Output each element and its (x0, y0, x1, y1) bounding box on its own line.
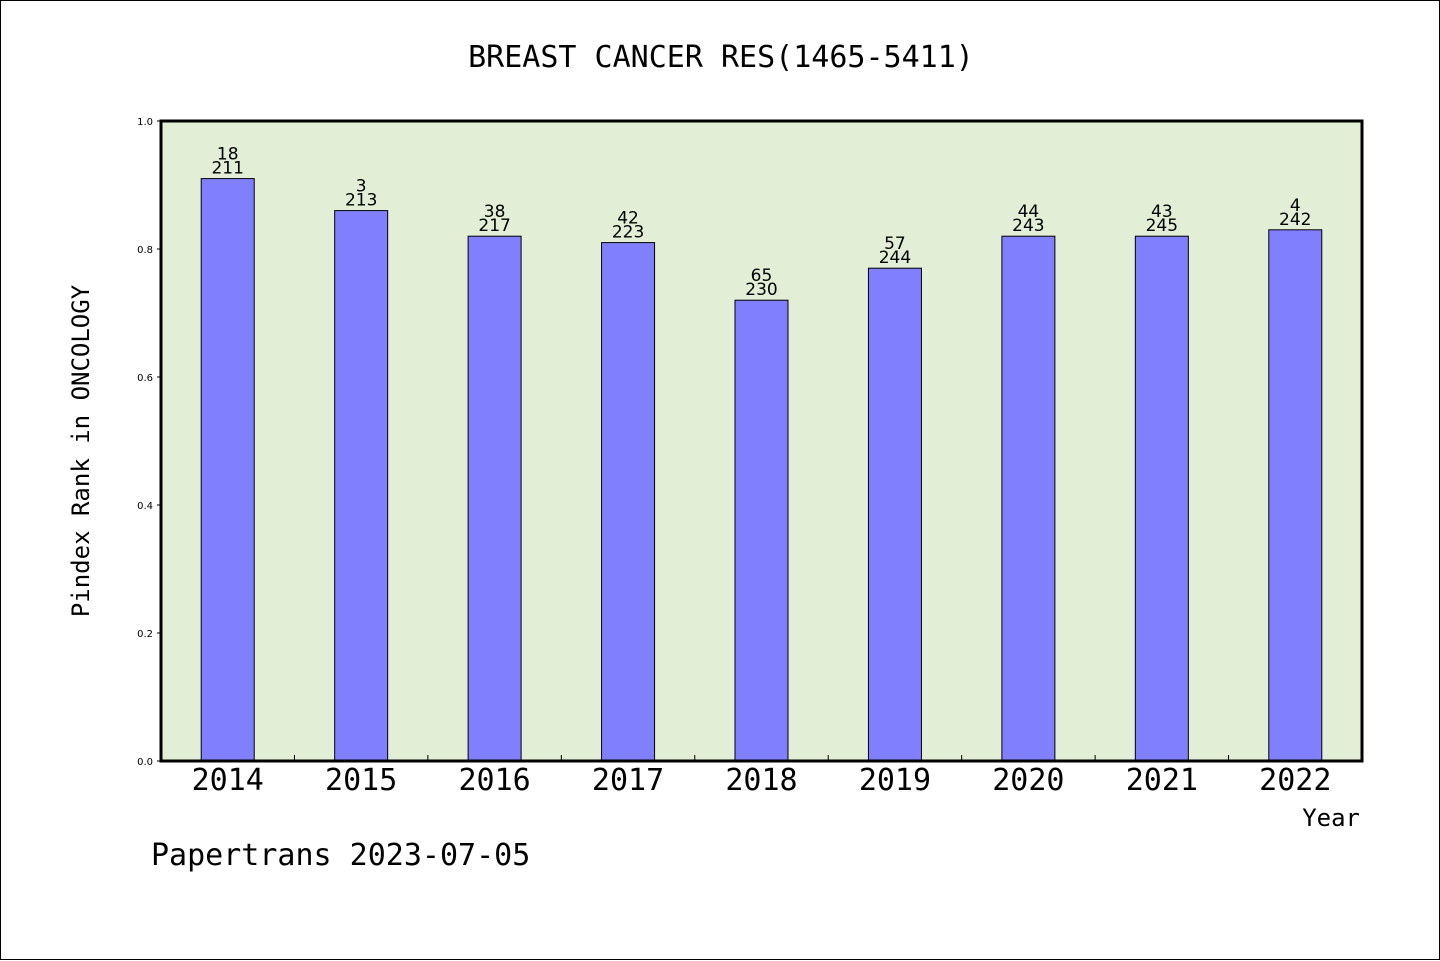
chart-title: BREAST CANCER RES(1465-5411) (468, 40, 974, 75)
bar-total-label: 223 (612, 223, 644, 243)
y-tick-label: 0.8 (137, 245, 153, 256)
x-tick-label: 2016 (458, 763, 530, 798)
bar (1001, 235, 1056, 762)
bar-rank-label: 4 (1290, 196, 1301, 216)
y-axis-label: Pindex Rank in ONCOLOGY (67, 284, 95, 617)
y-tick-label: 1.0 (137, 117, 153, 128)
bar-total-label: 243 (1012, 216, 1044, 236)
x-tick-label: 2019 (859, 763, 931, 798)
bar-rank-label: 42 (617, 209, 639, 229)
bar-rank-label: 44 (1018, 202, 1040, 222)
x-tick-label: 2021 (1126, 763, 1198, 798)
bar (334, 210, 389, 762)
bar-total-label: 244 (879, 248, 911, 268)
x-tick-label: 2018 (725, 763, 797, 798)
bar (1268, 229, 1323, 762)
bar-total-label: 217 (478, 216, 510, 236)
bar-total-label: 230 (745, 280, 777, 300)
x-tick-label: 2015 (325, 763, 397, 798)
y-tick-label: 0.2 (137, 629, 153, 640)
bar-total-label: 213 (345, 191, 377, 211)
bar-rank-label: 57 (884, 234, 906, 254)
x-axis-label: Year (1302, 804, 1360, 832)
x-tick-label: 2022 (1259, 763, 1331, 798)
bar-rank-label: 3 (356, 177, 367, 197)
footer-text: Papertrans 2023-07-05 (151, 838, 530, 873)
bar (1134, 235, 1189, 762)
bar (734, 299, 789, 762)
bar (601, 242, 656, 762)
bar (867, 267, 922, 762)
ticks-layer: 0.0 0.2 0.4 0.6 0.8 1.0 2014 2015 2016 2017 2018 20… (137, 117, 1331, 798)
bar-rank-label: 18 (217, 145, 239, 165)
x-tick-label: 2017 (592, 763, 664, 798)
y-tick-label: 0.4 (137, 501, 153, 512)
bar-total-label: 211 (211, 159, 243, 179)
plot-border (159, 119, 1364, 763)
x-tick-label: 2020 (992, 763, 1064, 798)
y-tick-label: 0.6 (137, 373, 153, 384)
bar-total-label: 242 (1279, 210, 1311, 230)
x-tick-label: 2014 (192, 763, 264, 798)
y-tick-label: 0.0 (137, 757, 153, 768)
bar-rank-label: 38 (484, 202, 506, 222)
bar (467, 235, 522, 762)
bar-rank-label: 65 (751, 266, 773, 286)
bar-rank-label: 43 (1151, 202, 1173, 222)
bar-total-label: 245 (1146, 216, 1178, 236)
bar (200, 178, 255, 762)
